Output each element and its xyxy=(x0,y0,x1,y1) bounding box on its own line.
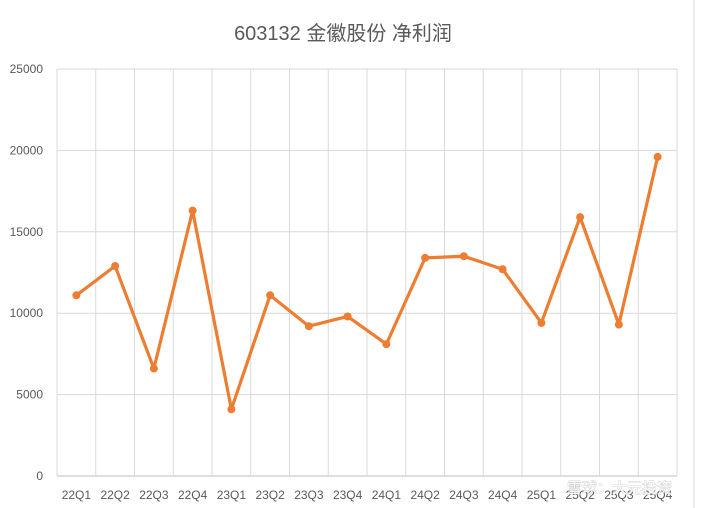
series xyxy=(72,152,662,414)
data-point xyxy=(304,322,313,331)
chart-title: 603132 金徽股份 净利润 xyxy=(234,22,452,45)
x-tick-label: 22Q2 xyxy=(100,488,130,502)
data-point xyxy=(537,318,546,327)
x-tick-label: 22Q4 xyxy=(178,488,208,502)
watermark: 雪球：大元投资 xyxy=(567,480,672,497)
data-point xyxy=(459,252,468,261)
x-tick-label: 25Q3 xyxy=(604,488,634,502)
data-point xyxy=(227,405,236,414)
data-point xyxy=(576,213,585,222)
x-tick-label: 24Q2 xyxy=(410,488,440,502)
data-point xyxy=(188,206,197,215)
data-point xyxy=(614,320,623,329)
y-tick-label: 20000 xyxy=(10,143,44,157)
y-tick-label: 25000 xyxy=(10,62,44,76)
series-line xyxy=(74,155,660,411)
x-tick-label: 24Q4 xyxy=(488,488,518,502)
x-tick-label: 25Q4 xyxy=(643,488,673,502)
x-tick-label: 22Q3 xyxy=(139,488,169,502)
x-tick-labels: 22Q1 22Q2 22Q3 22Q4 23Q1 23Q2 23Q3 23Q4 24Q1 24Q2… xyxy=(62,488,673,502)
x-tick-label: 23Q4 xyxy=(333,488,363,502)
data-point xyxy=(149,364,158,373)
x-tick-label: 24Q1 xyxy=(372,488,402,502)
y-tick-label: 15000 xyxy=(10,225,44,239)
data-point xyxy=(343,312,352,321)
y-tick-labels: 0 5000 10000 15000 20000 25000 xyxy=(10,62,44,483)
x-tick-label: 22Q1 xyxy=(62,488,92,502)
data-point xyxy=(653,152,662,161)
x-tick-label: 23Q1 xyxy=(217,488,247,502)
x-tick-label: 24Q3 xyxy=(449,488,479,502)
data-point xyxy=(72,291,81,300)
y-tick-label: 5000 xyxy=(16,388,43,402)
data-point xyxy=(266,291,275,300)
y-tick-label: 0 xyxy=(36,469,43,483)
x-tick-label: 25Q1 xyxy=(527,488,557,502)
data-point xyxy=(498,265,507,274)
data-point xyxy=(111,261,120,270)
data-point xyxy=(382,340,391,349)
x-tick-label: 25Q2 xyxy=(565,488,595,502)
data-point xyxy=(421,253,430,262)
y-tick-label: 10000 xyxy=(10,306,44,320)
gridlines xyxy=(56,68,678,477)
x-tick-label: 23Q3 xyxy=(294,488,324,502)
x-tick-label: 23Q2 xyxy=(255,488,285,502)
